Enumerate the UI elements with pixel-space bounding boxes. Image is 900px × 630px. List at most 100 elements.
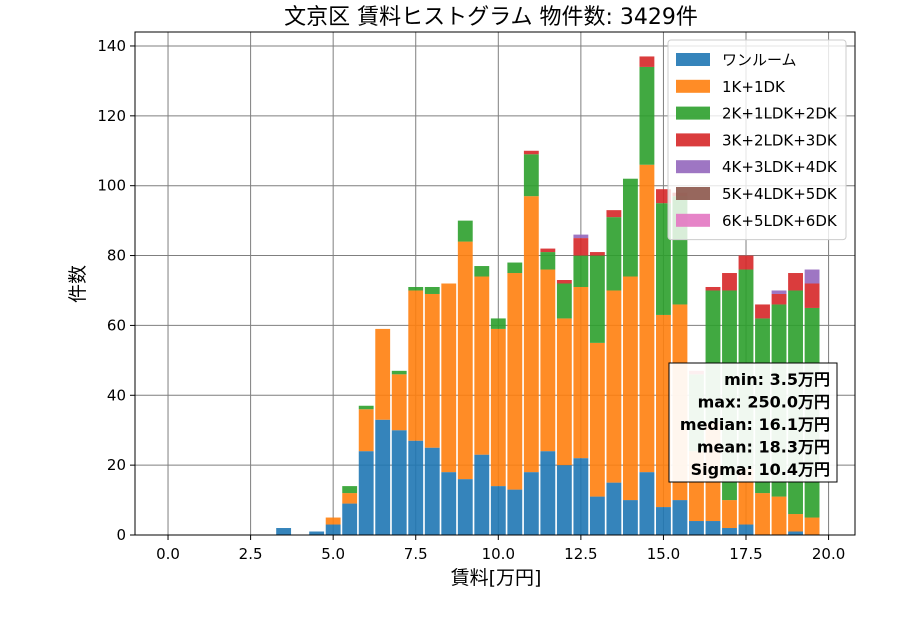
bar-segment-series-0 [424,447,440,535]
legend-label: 2K+1LDK+2DK [722,105,838,123]
y-tick-label: 0 [116,526,126,544]
bar-segment-series-1 [441,283,457,473]
bar-segment-series-0 [722,528,737,535]
x-tick-label: 15.0 [647,545,680,563]
bar-segment-series-4 [804,269,820,284]
legend-box [667,39,847,241]
bar-segment-series-1 [457,241,473,480]
bar-segment-series-3 [656,189,671,204]
y-tick-label: 140 [97,37,126,55]
bar-segment-series-0 [325,524,341,535]
bar-segment-series-2 [556,283,572,319]
bar-segment-series-1 [325,517,341,525]
plot-frame [134,31,856,536]
bar-segment-series-1 [771,496,787,535]
legend-label: 6K+5LDK+6DK [722,212,838,230]
bar-segment-series-0 [358,451,374,535]
y-tick-labels: 0 20 40 60 80 100 120 140 [97,37,126,544]
bar-segment-series-0 [523,472,539,535]
bar-segment-series-2 [457,220,473,242]
y-tick-label: 80 [107,247,126,265]
bar-segment-series-2 [589,255,605,343]
bar-segment-series-0 [276,528,292,535]
bar-segment-series-3 [523,150,539,155]
bar-segment-series-3 [738,255,754,270]
legend-label: ワンルーム [722,51,797,69]
bar-segment-series-2 [490,318,506,329]
bar-segment-series-3 [788,273,803,291]
bar-segment-series-2 [606,217,622,291]
bar-segment-series-0 [540,451,556,535]
legend-label: 3K+2LDK+3DK [722,131,838,149]
bar-segment-series-2 [507,262,523,274]
bar-segment-series-3 [755,304,770,319]
bar-segment-series-0 [441,472,457,535]
legend-swatch [676,79,710,93]
stats-box: min: 3.5万円 max: 250.0万円 median: 16.1万円 mean… [668,362,838,483]
x-tick-label: 7.5 [404,545,428,563]
bar-segment-series-3 [556,280,572,284]
bar-segment-series-1 [722,500,737,529]
bar-segment-series-0 [556,465,572,535]
bar-segment-series-1 [424,293,440,448]
bar-segment-series-1 [656,314,671,508]
bar-segment-series-0 [788,531,803,535]
legend-label: 1K+1DK [722,78,786,96]
bar-segment-series-2 [391,370,407,375]
bar-segment-series-2 [540,252,556,270]
bar-segment-series-2 [358,405,374,410]
bar-segment-series-1 [523,196,539,473]
bar-segment-series-0 [474,454,490,535]
bar-segment-series-2 [424,286,440,294]
bar-segment-series-0 [689,521,704,535]
bar-segment-series-0 [639,472,655,535]
chart-title: 文京区 賃料ヒストグラム 物件数: 3429件 [284,5,698,30]
bar-segment-series-2 [656,203,671,315]
bar-segment-series-1 [804,517,820,535]
bar-segment-series-0 [573,458,589,535]
bar-segment-series-0 [622,500,638,535]
legend-label: 4K+3LDK+4DK [722,158,838,176]
bar-segment-series-1 [573,286,589,459]
bar-segment-series-3 [589,252,605,256]
legend-swatch [676,53,710,66]
bar-segment-series-4 [573,234,589,239]
x-tick-labels: 0.0 2.5 5.0 7.5 10.0 12.5 15.0 17.5 20.0 [156,545,845,563]
bar-segment-series-0 [309,531,325,535]
bar-segment-series-3 [639,56,655,67]
bar-segment-series-0 [457,479,473,535]
bar-segment-series-1 [622,276,638,501]
stats-line: max: 250.0万円 [698,393,830,412]
legend: ワンルーム 1K+1DK 2K+1LDK+2DK 3K+2LDK+3DK 4K+3LDK… [667,39,847,241]
bar-segment-series-1 [342,493,358,504]
bar-segment-series-2 [622,178,638,277]
bar-segment-series-2 [573,255,589,287]
bar-segment-series-1 [738,468,754,525]
y-tick-label: 100 [97,177,126,195]
bar-segment-series-1 [375,328,391,420]
bar-segment-series-0 [705,521,721,535]
bar-segment-series-0 [490,486,506,535]
bar-segment-series-0 [589,496,605,535]
bar-segment-series-0 [672,500,688,535]
bar-segment-series-1 [540,269,556,452]
bar-segment-series-1 [556,318,572,466]
legend-swatch [676,187,710,200]
stats-line: median: 16.1万円 [680,415,830,434]
bar-segment-series-1 [391,374,407,431]
bar-segment-series-1 [606,290,622,483]
bar-segment-series-0 [507,489,523,535]
bar-segment-series-1 [474,276,490,455]
legend-swatch [676,133,710,147]
x-axis-label: 賃料[万円] [451,567,542,589]
bar-segment-series-1 [490,328,506,487]
y-tick-label: 20 [107,456,126,474]
bar-segment-series-3 [573,238,589,256]
bar-segment-series-0 [375,419,391,535]
legend-swatch [676,106,710,120]
bar-segment-series-3 [804,283,820,308]
bar-segment-series-1 [755,493,770,535]
x-tick-label: 12.5 [564,545,597,563]
bar-segment-series-0 [606,482,622,535]
